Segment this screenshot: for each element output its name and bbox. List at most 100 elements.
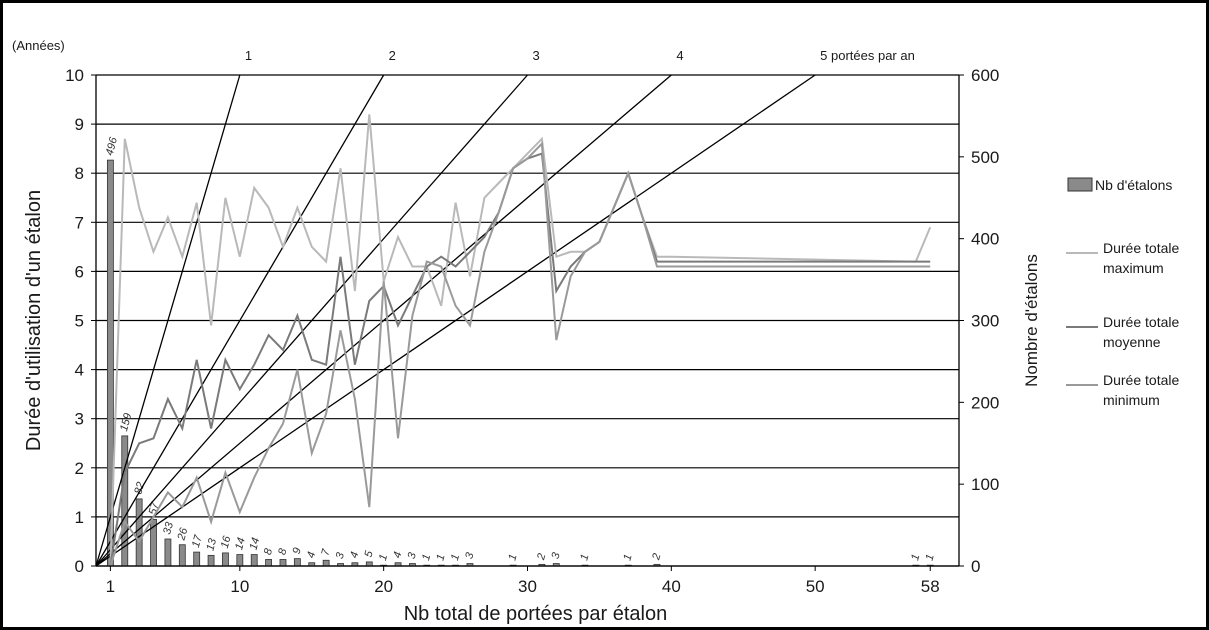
bar-label-26: 3 xyxy=(463,550,476,560)
xtick-label-20: 20 xyxy=(374,577,393,596)
ytick-left-label-9: 9 xyxy=(75,115,84,134)
ytick-right-label-100: 100 xyxy=(971,475,999,494)
bar-label-57: 1 xyxy=(909,553,922,562)
ytick-left-label-0: 0 xyxy=(75,557,84,576)
series-line-1 xyxy=(109,152,931,567)
ytick-right-label-600: 600 xyxy=(971,66,999,85)
bar-label-58: 1 xyxy=(924,553,937,562)
bar-label-10: 14 xyxy=(233,536,248,551)
ytick-right-label-200: 200 xyxy=(971,393,999,412)
y-left-title: Durée d'utilisation d'un étalon xyxy=(23,190,45,451)
bar-label-24: 1 xyxy=(435,553,448,562)
bar-5 xyxy=(164,538,172,567)
rate-line-4 xyxy=(95,74,672,567)
bar-label-8: 13 xyxy=(204,536,219,552)
y-left-unit: (Années) xyxy=(12,38,65,53)
series-line-0 xyxy=(109,114,932,567)
ytick-left-label-7: 7 xyxy=(75,213,84,232)
bar-14 xyxy=(293,558,301,567)
legend-label-bars: Nb d'étalons xyxy=(1095,177,1172,193)
ytick-right-label-400: 400 xyxy=(971,230,999,249)
rate-lines xyxy=(95,74,816,567)
bar-label-22: 3 xyxy=(406,550,419,560)
bar-13 xyxy=(279,559,287,567)
rate-label-3: 3 xyxy=(533,48,540,63)
bar-label-39: 2 xyxy=(650,552,663,562)
xtick-label-40: 40 xyxy=(662,577,681,596)
bar-label-7: 17 xyxy=(190,533,205,549)
rate-label-5: 5 portées par an xyxy=(820,48,915,63)
bar-label-34: 1 xyxy=(578,553,591,562)
ytick-right-label-300: 300 xyxy=(971,312,999,331)
bar-label-25: 1 xyxy=(449,553,462,562)
bar-label-20: 1 xyxy=(377,553,390,562)
xtick-label-58: 58 xyxy=(921,577,940,596)
ytick-left-label-5: 5 xyxy=(75,312,84,331)
ytick-right-label-0: 0 xyxy=(971,557,980,576)
xtick-label-30: 30 xyxy=(518,577,537,596)
rate-line-5 xyxy=(95,74,816,567)
bar-label-32: 3 xyxy=(550,550,563,560)
rate-line-1 xyxy=(95,74,241,567)
y-right-title: Nombre d'étalons xyxy=(1022,254,1041,387)
bar-3 xyxy=(135,498,143,567)
bar-label-23: 1 xyxy=(420,553,433,562)
legend: Nb d'étalons Durée totale maximum Durée tot… xyxy=(1066,177,1179,408)
bar-label-19: 5 xyxy=(363,549,376,559)
bar-label-16: 7 xyxy=(319,547,332,557)
ytick-left-label-4: 4 xyxy=(75,361,84,380)
line-series xyxy=(109,114,932,567)
bar-label-18: 4 xyxy=(348,550,361,559)
rate-label-2: 2 xyxy=(389,48,396,63)
bar-label-29: 1 xyxy=(506,553,519,562)
bar-12 xyxy=(265,559,273,567)
bar-label-9: 16 xyxy=(219,534,234,550)
legend-label-series-0-b: maximum xyxy=(1103,260,1164,276)
ytick-left-label-10: 10 xyxy=(65,66,84,85)
bar-label-2: 159 xyxy=(118,412,134,433)
legend-label-series-1-a: Durée totale xyxy=(1103,314,1179,330)
legend-label-series-2-b: minimum xyxy=(1103,392,1160,408)
legend-label-series-1-b: moyenne xyxy=(1103,334,1161,350)
ytick-left-label-8: 8 xyxy=(75,164,84,183)
bar-7 xyxy=(193,551,201,567)
rate-label-4: 4 xyxy=(676,48,683,63)
rate-line-3 xyxy=(95,74,528,567)
gridlines xyxy=(96,74,959,567)
bar-label-17: 3 xyxy=(334,550,347,560)
bar-9 xyxy=(222,552,229,567)
xtick-label-50: 50 xyxy=(806,577,825,596)
ytick-left-label-2: 2 xyxy=(75,459,84,478)
bar-label-15: 4 xyxy=(305,550,318,559)
bar-label-12: 8 xyxy=(262,546,275,556)
legend-label-series-0-a: Durée totale xyxy=(1103,240,1179,256)
bar-label-13: 8 xyxy=(276,546,289,556)
bar-label-21: 4 xyxy=(391,550,404,559)
bar-label-37: 1 xyxy=(621,553,634,562)
bar-8 xyxy=(207,554,215,567)
rate-label-1: 1 xyxy=(245,48,252,63)
bar-label-11: 14 xyxy=(248,536,263,551)
ytick-left-label-1: 1 xyxy=(75,508,84,527)
series-line-2 xyxy=(109,141,931,567)
bar-label-31: 2 xyxy=(535,552,548,562)
bar-6 xyxy=(178,544,186,567)
rate-line-2 xyxy=(95,74,385,567)
x-title: Nb total de portées par étalon xyxy=(404,603,668,625)
xtick-label-10: 10 xyxy=(230,577,249,596)
bar-11 xyxy=(250,554,258,567)
bar-16 xyxy=(322,559,330,567)
legend-swatch-bars xyxy=(1067,177,1093,192)
bar-10 xyxy=(236,554,244,567)
bar-label-6: 26 xyxy=(175,526,190,543)
ytick-right-label-500: 500 xyxy=(971,148,999,167)
bar-label-1: 496 xyxy=(104,135,121,157)
bar-label-14: 9 xyxy=(291,546,304,555)
xtick-label-1: 1 xyxy=(106,577,115,596)
bar-label-5: 33 xyxy=(161,520,176,536)
